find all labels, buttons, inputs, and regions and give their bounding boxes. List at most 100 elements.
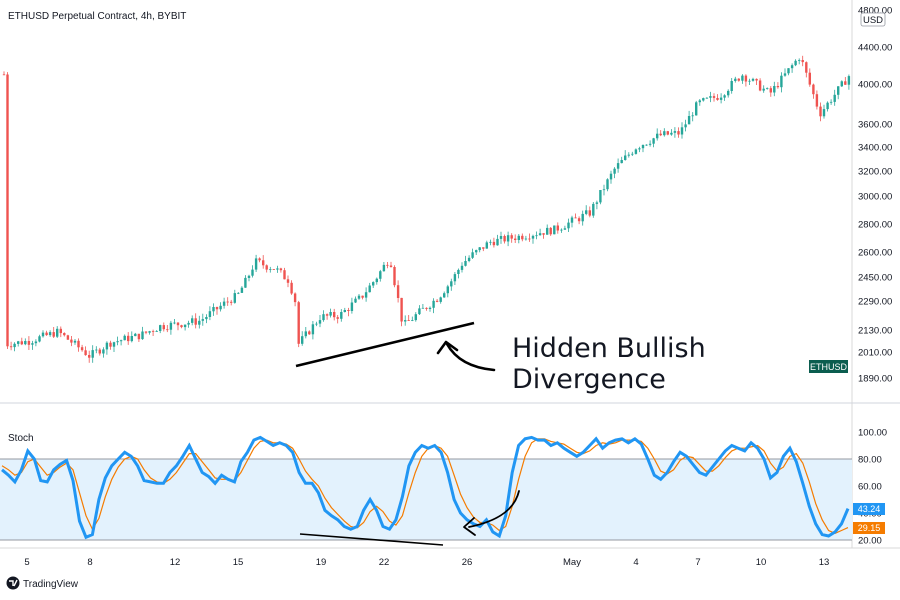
time-tick-label: 4 — [633, 557, 638, 568]
price-tick-label: 1890.00 — [858, 374, 892, 385]
candle-body — [411, 320, 414, 321]
candle-body — [780, 75, 783, 88]
candle-body — [379, 271, 382, 279]
candle-body — [517, 235, 520, 240]
candle-body — [361, 295, 364, 298]
candle-body — [531, 235, 535, 239]
candle-body — [66, 335, 70, 340]
candle-body — [77, 340, 80, 348]
candle-body — [20, 341, 23, 345]
currency-button[interactable] — [860, 12, 886, 27]
candle-body — [322, 314, 325, 321]
candle-body — [191, 318, 194, 323]
candle-body — [372, 282, 375, 286]
candle-body — [141, 331, 144, 340]
candle-body — [418, 308, 421, 315]
candle-body — [70, 339, 73, 343]
price-axis[interactable]: 1890.00 2010.00 2130.00 2290.00 2450.00 2600.… — [809, 0, 892, 548]
candle-body — [680, 127, 684, 135]
candle-body — [560, 229, 563, 231]
candle-body — [176, 322, 180, 326]
candle-body — [247, 275, 251, 278]
stoch-band-fill — [0, 459, 852, 540]
tradingview-branding[interactable]: TradingView — [6, 576, 79, 591]
candle-body — [648, 143, 652, 145]
candle-body — [347, 310, 350, 311]
time-tick-label: 22 — [379, 557, 390, 568]
candle-body — [98, 349, 101, 354]
price-tick-label: 2600.00 — [858, 248, 892, 259]
candle-body — [187, 322, 190, 325]
candle-body — [808, 72, 811, 85]
candle-body — [357, 295, 361, 299]
candle-body — [34, 341, 38, 344]
stoch-divergence-trendline — [299, 533, 444, 546]
candle-body — [201, 319, 204, 321]
candle-body — [592, 203, 595, 216]
symbol-tag-label: ETHUSD — [810, 362, 848, 372]
candle-body — [837, 86, 840, 95]
candle-body — [521, 235, 524, 240]
candle-body — [169, 322, 173, 330]
candle-body — [510, 235, 513, 239]
candle-body — [673, 131, 677, 133]
candle-body — [308, 331, 311, 335]
time-tick-label: 7 — [695, 557, 700, 568]
candle-body — [553, 225, 556, 235]
candle-body — [631, 153, 634, 155]
candle-body — [801, 60, 804, 63]
candle-body — [109, 342, 112, 347]
candle-body — [425, 307, 428, 309]
stoch-tick-label: 60.00 — [858, 482, 882, 493]
candle-body — [748, 80, 751, 82]
price-divergence-trendline — [295, 321, 475, 368]
candle-body — [822, 109, 826, 117]
candle-body — [744, 75, 748, 82]
stoch-tick-label: 20.00 — [858, 536, 882, 547]
candle-body — [663, 131, 666, 136]
candle-body — [254, 258, 258, 270]
candle-body — [219, 305, 222, 310]
time-tick-label: 12 — [170, 557, 181, 568]
candle-body — [588, 210, 591, 216]
candle-body — [283, 270, 286, 280]
candle-body — [798, 60, 801, 61]
candle-body — [439, 297, 442, 302]
candle-body — [535, 235, 538, 237]
candle-body — [27, 341, 31, 345]
candle-body — [123, 335, 126, 341]
candle-body — [645, 144, 648, 146]
candle-body — [354, 298, 357, 303]
time-tick-label: 15 — [233, 557, 244, 568]
candle-body — [290, 282, 293, 294]
price-tick-label: 2010.00 — [858, 348, 892, 359]
price-tick-label: 3200.00 — [858, 167, 892, 178]
candle-body — [329, 312, 332, 316]
candle-body — [41, 332, 45, 337]
candle-body — [31, 343, 34, 345]
candle-body — [183, 324, 187, 328]
candle-body — [659, 133, 662, 136]
candle-body — [627, 154, 630, 156]
candle-body — [151, 331, 155, 332]
price-tick-label: 2800.00 — [858, 220, 892, 231]
candle-body — [652, 138, 655, 144]
candle-body — [819, 106, 822, 117]
candle-body — [812, 84, 815, 95]
candle-body — [233, 293, 236, 303]
candle-body — [577, 218, 581, 222]
candle-body — [790, 65, 794, 69]
price-panel[interactable]: Hidden Bullish Divergence ETHUSD Perpetu… — [0, 0, 852, 402]
candle-body — [222, 301, 226, 306]
candle-body — [230, 301, 233, 303]
candle-body — [205, 317, 208, 320]
candle-body — [9, 346, 13, 348]
candle-body — [297, 302, 300, 344]
candle-body — [727, 90, 730, 96]
candle-body — [48, 332, 52, 336]
candle-body — [137, 333, 141, 340]
time-axis[interactable]: 5 8 12 15 19 22 26 May 4 7 10 13 — [0, 547, 900, 568]
candle-body — [489, 241, 492, 243]
time-tick-label: 10 — [756, 557, 767, 568]
